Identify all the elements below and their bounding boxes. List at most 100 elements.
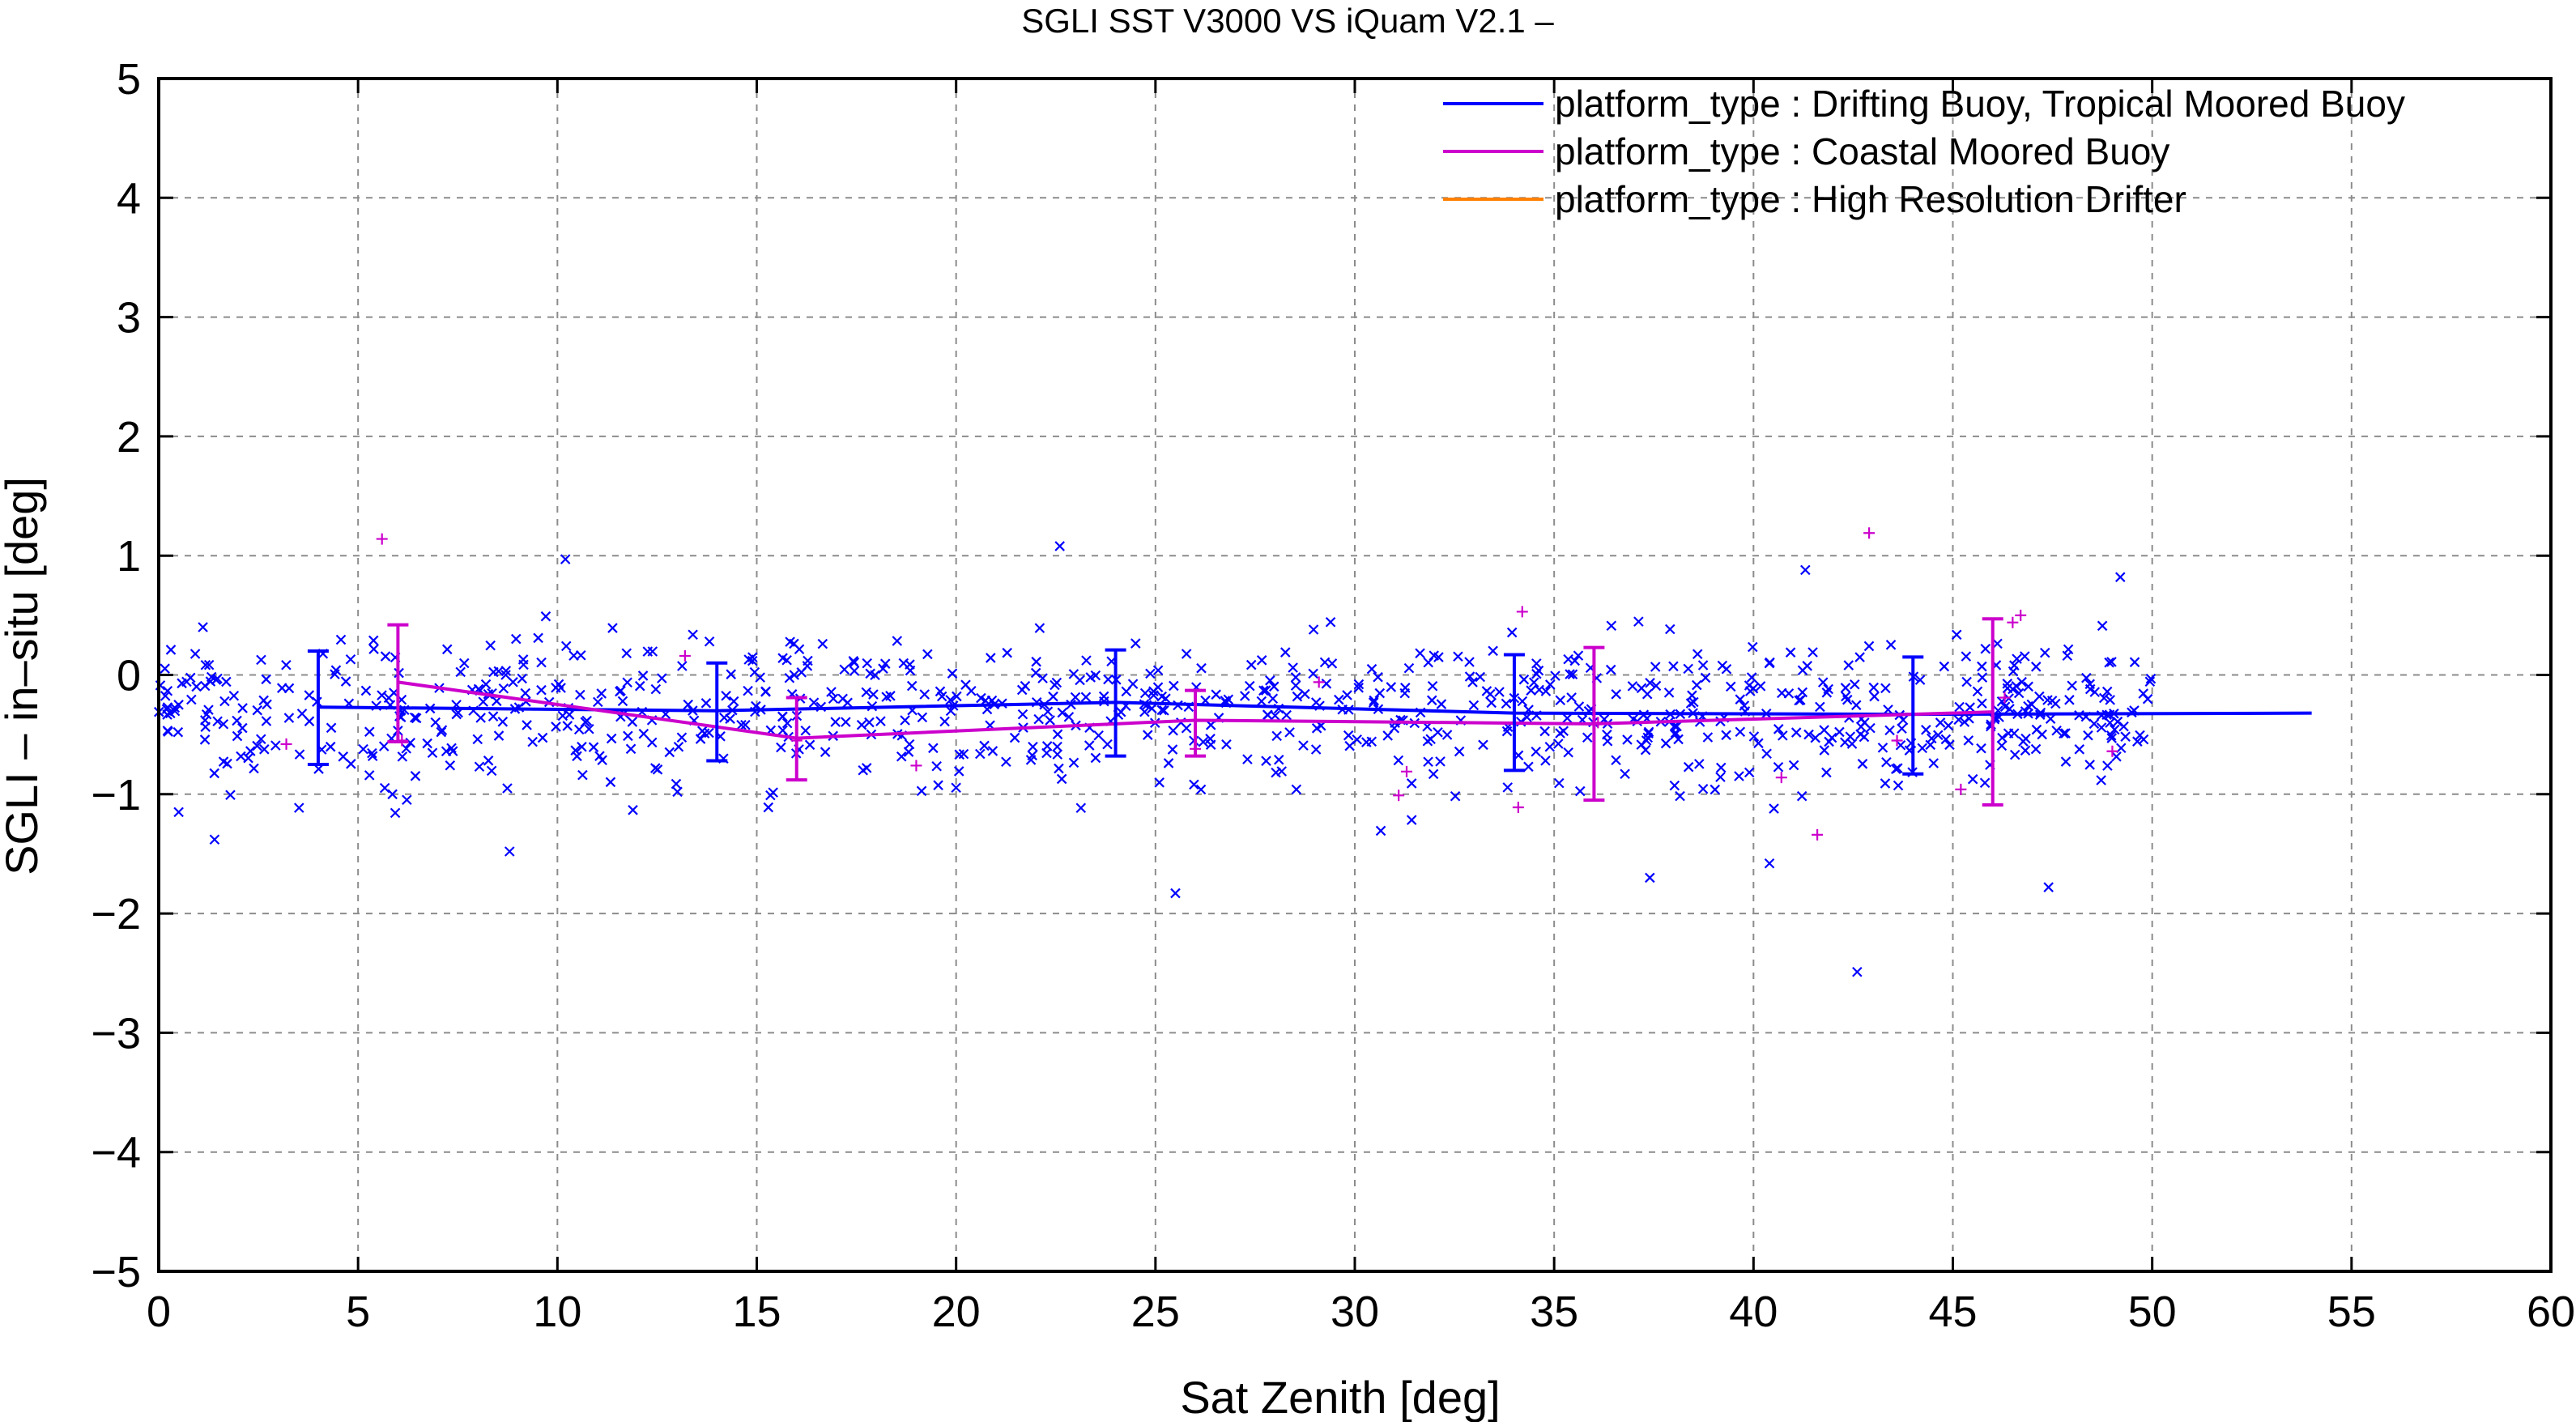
scatter-point: [1034, 623, 1045, 633]
scatter-point: [1245, 659, 1257, 670]
scatter-point: [1573, 650, 1584, 661]
scatter-point: [966, 685, 977, 696]
scatter-point: [695, 734, 706, 744]
scatter-point: [486, 765, 497, 777]
scatter-point: [410, 771, 421, 781]
scatter-point: [647, 646, 658, 657]
scatter-point: [621, 648, 632, 659]
scatter-point: [1933, 730, 1944, 741]
scatter-point: [1810, 732, 1820, 743]
scatter-point: [1170, 888, 1181, 899]
scatter-point: [533, 632, 543, 644]
scatter-point: [781, 717, 793, 729]
scatter-point: [728, 696, 739, 707]
scatter-point: [1033, 713, 1044, 725]
scatter-point: [2015, 609, 2027, 621]
y-tick-label: 2: [117, 413, 141, 462]
scatter-point: [664, 747, 675, 758]
scatter-point: [2016, 676, 2027, 687]
scatter-point: [1435, 756, 1446, 767]
legend: platform_type : Drifting Buoy, Tropical …: [1443, 83, 2405, 220]
scatter-point: [2120, 731, 2131, 742]
scatter-point: [841, 717, 851, 727]
scatter-point: [1506, 627, 1518, 638]
scatter-point: [868, 689, 879, 700]
scatter-point: [1769, 803, 1779, 814]
scatter-point: [1467, 677, 1478, 687]
scatter-point: [1399, 687, 1410, 699]
scatter-point: [1063, 712, 1075, 722]
scatter-point: [856, 719, 867, 730]
error-bar: [1105, 648, 1126, 758]
scatter-point: [1710, 784, 1721, 795]
scatter-point: [474, 761, 485, 773]
scatter-point: [1464, 671, 1475, 682]
scatter-point: [2132, 736, 2143, 747]
scatter-point: [1821, 767, 1832, 778]
scatter-point: [1670, 729, 1680, 740]
scatter-point: [1850, 679, 1860, 690]
scatter-point: [162, 726, 173, 736]
scatter-point: [1382, 730, 1393, 741]
scatter-point: [1308, 668, 1318, 679]
scatter-point: [1081, 655, 1092, 666]
scatter-point: [2118, 721, 2129, 732]
scatter-point: [1152, 682, 1164, 692]
scatter-point: [497, 717, 509, 727]
scatter-point: [169, 702, 181, 713]
scatter-point: [1775, 772, 1787, 784]
scatter-point: [1566, 692, 1577, 703]
scatter-point: [1406, 815, 1417, 825]
scatter-point: [1016, 684, 1028, 696]
scatter-point: [1897, 723, 1907, 734]
scatter-point: [1310, 744, 1322, 755]
scatter-point: [1944, 739, 1955, 751]
scatter-point: [625, 743, 637, 755]
error-bar: [1503, 653, 1525, 773]
scatter-point: [917, 712, 928, 723]
scatter-point: [1085, 672, 1096, 683]
scatter-point: [1288, 662, 1298, 673]
scatter-point: [652, 764, 663, 775]
scatter-point: [458, 658, 470, 669]
scatter-point: [789, 638, 799, 649]
scatter-point: [952, 691, 962, 702]
scatter-point: [910, 760, 922, 772]
scatter-point: [1683, 663, 1693, 675]
scatter-point: [1344, 740, 1355, 751]
scatter-point: [409, 712, 420, 723]
scatter-point: [293, 802, 304, 813]
scatter-point: [593, 696, 603, 708]
scatter-point: [1195, 784, 1207, 795]
scatter-point: [358, 743, 368, 755]
legend-entry: platform_type : High Resolution Drifter: [1555, 178, 2186, 220]
scatter-point: [1267, 693, 1279, 704]
scatter-point: [615, 685, 626, 696]
scatter-point: [1544, 741, 1556, 752]
scatter-point: [1030, 667, 1041, 679]
scatter-point: [1139, 687, 1151, 699]
scatter-point: [1980, 643, 1991, 654]
scatter-point: [1528, 677, 1539, 688]
scatter-point: [804, 739, 815, 751]
scatter-point: [296, 709, 308, 719]
scatter-point: [1796, 790, 1807, 802]
scatter-point: [256, 654, 266, 666]
scatter-point: [1313, 676, 1325, 688]
scatter-point: [1009, 732, 1020, 743]
scatter-point: [936, 691, 947, 702]
x-tick-label: 0: [147, 1288, 171, 1336]
scatter-point: [2008, 728, 2020, 739]
scatter-point: [560, 554, 571, 564]
scatter-point: [777, 653, 788, 663]
scatter-point: [596, 688, 607, 699]
scatter-point: [1353, 679, 1365, 690]
scatter-point: [1748, 731, 1760, 742]
scatter-point: [953, 766, 964, 777]
scatter-point: [1080, 692, 1092, 703]
scatter-point: [397, 751, 408, 762]
scatter-point: [1562, 713, 1573, 724]
scatter-point: [2096, 722, 2107, 733]
scatter-point: [562, 721, 573, 731]
